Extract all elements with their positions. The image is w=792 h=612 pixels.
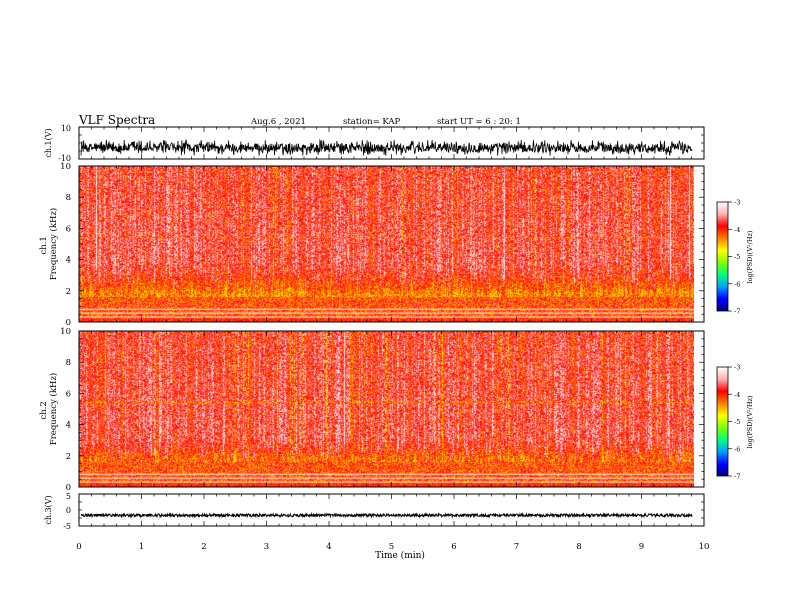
ch2-colorbar-label: log(PSD)(V²/Hz) (746, 395, 754, 448)
y-tick-label: 8 (66, 358, 71, 368)
y-tick-label: 4 (66, 421, 71, 431)
ch1-spectrogram-yticks: 0 2 4 6 8 10 (60, 162, 704, 328)
x-tick-label: 6 (451, 542, 456, 552)
ch3-ytick-mid: 0 (66, 506, 71, 515)
colorbar-tick-label: -5 (734, 418, 740, 426)
ch1-waveform-line (80, 138, 693, 156)
x-tick-label: 4 (326, 542, 331, 552)
ch3-waveform-ylabel: ch.3(V) (44, 495, 53, 524)
x-tick-label: 7 (514, 542, 519, 552)
ch2-spectrogram-yticks: 0 2 4 6 8 10 (60, 327, 704, 493)
y-tick-label: 2 (66, 287, 71, 297)
ch1-spectrogram-ticks (78, 166, 705, 322)
y-tick-label: 10 (60, 162, 71, 172)
colorbar-tick-label: -4 (734, 226, 740, 234)
y-tick-label: 8 (66, 193, 71, 203)
ch3-ytick-bottom: -5 (63, 522, 71, 531)
ch1-colorbar-gradient (716, 201, 729, 312)
x-axis-label: Time (min) (375, 550, 425, 561)
ch1-ytick-bottom: -10 (58, 154, 71, 163)
colorbar-tick-label: -3 (734, 199, 740, 207)
ch3-waveform-panel: 5 0 -5 ch.3(V) (44, 492, 705, 531)
y-tick-label: 6 (66, 389, 71, 399)
ch1-colorbar-ticks: -3 -4 -5 -6 -7 (728, 199, 740, 316)
ch1-ytick-top: 10 (61, 124, 71, 133)
ch2-colorbar-ticks: -3 -4 -5 -6 -7 (728, 364, 740, 481)
x-tick-label: 5 (389, 542, 394, 552)
y-tick-label: 6 (66, 224, 71, 234)
x-tick-label: 2 (201, 542, 206, 552)
station-label: station= KAP (343, 117, 401, 127)
y-tick-label: 2 (66, 452, 71, 462)
start-time-label: start UT = 6 : 20: 1 (437, 117, 521, 127)
x-tick-label: 9 (639, 542, 644, 552)
x-tick-label: 10 (699, 542, 710, 552)
ch1-spectrogram-image (79, 166, 694, 322)
ch2-spectrogram-ticks (78, 331, 705, 487)
colorbar-tick-label: -5 (734, 253, 740, 261)
x-tick-label: 8 (576, 542, 581, 552)
y-tick-label: 0 (66, 483, 71, 493)
ch1-waveform-ticks (78, 126, 705, 160)
ch1-spectrogram-ylabel: ch.1 Frequency (kHz) (39, 208, 59, 280)
y-tick-label: 4 (66, 256, 71, 266)
colorbar-tick-label: -7 (734, 473, 740, 481)
y-tick-label: 10 (60, 327, 71, 337)
ch3-waveform-ticks (78, 493, 705, 527)
x-tick-label: 0 (76, 542, 81, 552)
ch2-spectrogram-image (79, 331, 694, 487)
ch3-ytick-top: 5 (66, 492, 71, 501)
x-tick-label: 1 (139, 542, 144, 552)
colorbar-tick-label: -4 (734, 391, 740, 399)
ch2-spectrogram-ylabel: ch.2 Frequency (kHz) (39, 373, 59, 445)
colorbar-tick-label: -7 (734, 308, 740, 316)
colorbar-tick-label: -3 (734, 364, 740, 372)
colorbar-tick-label: -6 (734, 280, 740, 288)
figure-title: VLF Spectra (78, 113, 155, 127)
ch2-colorbar: -3 -4 -5 -6 -7 log(PSD)(V²/Hz) (716, 364, 754, 481)
ch2-colorbar-gradient (716, 366, 729, 477)
ch3-waveform-line (80, 511, 693, 519)
x-tick-label: 3 (264, 542, 269, 552)
colorbar-tick-label: -6 (734, 445, 740, 453)
ch2-spectrogram-panel: 0 2 4 6 8 10 ch.2 Frequency (kHz) -3 -4 -5 -6 -7 … (39, 327, 754, 493)
ch1-waveform-ylabel: ch.1(V) (44, 128, 53, 157)
x-axis-tick-labels: 0 1 2 3 4 5 6 7 8 9 10 (76, 542, 709, 552)
ch1-colorbar: -3 -4 -5 -6 -7 log(PSD)(V²/Hz) (716, 199, 754, 316)
y-tick-label: 0 (66, 318, 71, 328)
date-label: Aug.6 , 2021 (250, 117, 306, 127)
ch1-spectrogram-panel: 0 2 4 6 8 10 ch.1 Frequency (kHz) -3 -4 -5 -6 -7 … (39, 162, 754, 328)
ch1-colorbar-label: log(PSD)(V²/Hz) (746, 230, 754, 283)
ch1-waveform-panel: 10 -10 ch.1(V) (44, 124, 705, 163)
